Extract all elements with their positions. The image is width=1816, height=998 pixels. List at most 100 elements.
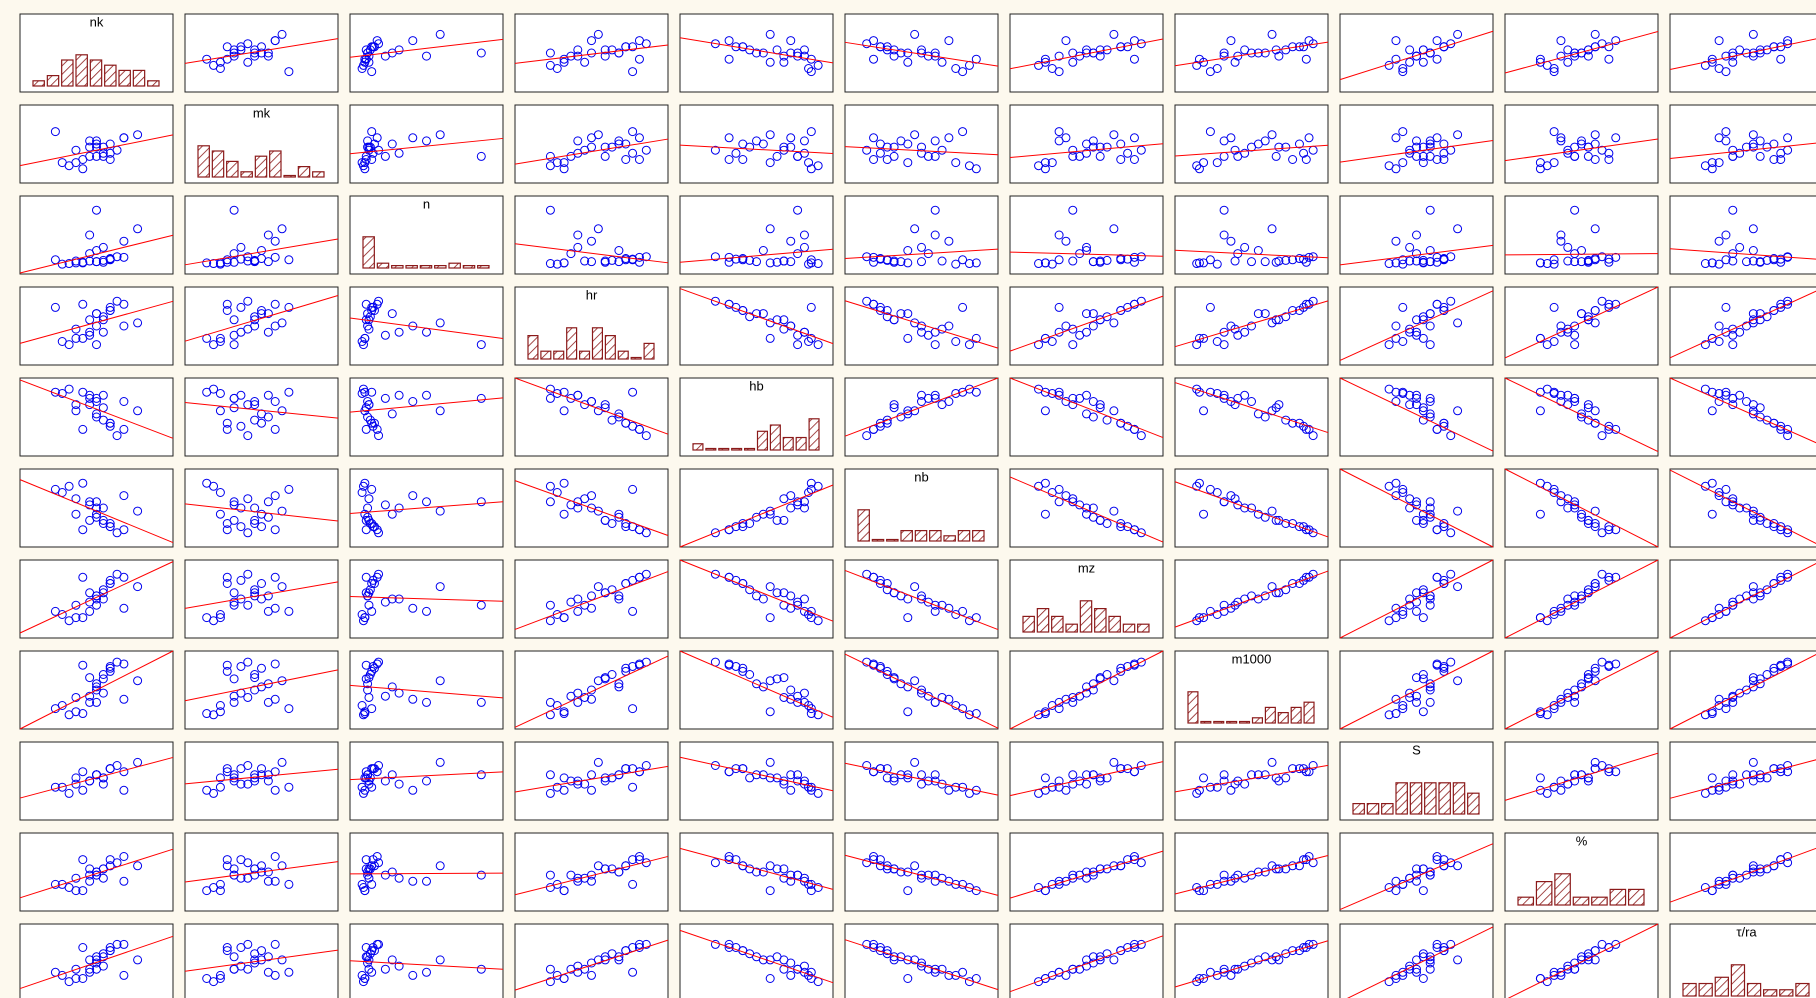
fit-line — [1347, 926, 1494, 998]
point — [971, 387, 981, 397]
point — [250, 515, 260, 525]
point — [1247, 321, 1256, 331]
point — [257, 309, 266, 319]
panel-frame — [514, 377, 669, 457]
point — [930, 205, 940, 215]
panel-frame — [349, 832, 504, 912]
point — [1762, 773, 1772, 783]
point — [270, 424, 280, 434]
point — [1040, 886, 1050, 896]
point — [1391, 258, 1401, 268]
point — [64, 616, 74, 626]
point — [50, 879, 60, 889]
point — [1304, 767, 1314, 777]
point — [263, 309, 273, 319]
panel — [19, 650, 174, 730]
point — [889, 403, 899, 413]
point — [243, 692, 253, 702]
point — [1432, 155, 1442, 164]
panel-frame — [1174, 195, 1329, 275]
point — [1721, 51, 1731, 61]
hist-bar — [1303, 701, 1315, 724]
point — [92, 685, 101, 695]
point — [250, 770, 260, 780]
point — [1728, 697, 1738, 707]
point — [1412, 964, 1421, 974]
point — [1061, 785, 1071, 795]
point — [1535, 709, 1545, 719]
point — [363, 591, 373, 601]
panel — [1009, 286, 1164, 366]
fit-line — [19, 935, 174, 990]
point — [270, 36, 280, 46]
point — [435, 506, 445, 516]
fit-line — [1669, 469, 1816, 545]
point — [1088, 397, 1098, 406]
point — [1109, 224, 1119, 234]
point — [587, 48, 596, 58]
hist-bar — [1730, 964, 1746, 997]
point — [361, 943, 371, 952]
fit-line — [1669, 248, 1816, 260]
point — [634, 133, 644, 143]
point — [361, 952, 371, 962]
point — [215, 879, 225, 889]
point — [1205, 302, 1215, 312]
point — [862, 858, 872, 868]
hist-bar — [104, 64, 117, 87]
point — [85, 967, 95, 977]
point — [614, 136, 624, 146]
point — [1226, 236, 1236, 246]
point — [1412, 136, 1421, 146]
panel — [19, 286, 174, 366]
panel — [184, 923, 339, 998]
point — [380, 330, 390, 340]
point — [284, 967, 294, 977]
point — [1748, 676, 1758, 686]
point — [1412, 497, 1421, 507]
point — [408, 397, 418, 406]
panel — [1669, 104, 1816, 184]
panel-frame — [1174, 923, 1329, 998]
variable-label: hb — [749, 378, 763, 393]
point — [1129, 525, 1139, 535]
point — [1102, 255, 1112, 265]
fit-line — [349, 38, 504, 58]
point — [1742, 503, 1751, 513]
point — [367, 967, 377, 977]
point — [1247, 257, 1256, 267]
panel-frame — [514, 13, 669, 93]
point — [552, 388, 562, 398]
point — [363, 412, 373, 422]
panel: mz — [1009, 559, 1164, 639]
point — [1412, 876, 1421, 886]
hist-bar — [1051, 615, 1064, 633]
point — [593, 130, 603, 140]
point — [1604, 148, 1614, 158]
point — [1762, 255, 1772, 265]
point — [1563, 692, 1573, 702]
point — [552, 158, 562, 168]
point — [1308, 858, 1318, 868]
fit-line — [19, 650, 174, 730]
point — [600, 674, 610, 684]
hist-bar — [914, 529, 928, 542]
point — [1068, 205, 1078, 215]
point — [1432, 939, 1442, 949]
point — [1412, 230, 1421, 240]
point — [1301, 767, 1311, 777]
point — [85, 230, 95, 240]
point — [1721, 390, 1731, 400]
point — [1439, 155, 1449, 164]
point — [1577, 136, 1586, 146]
point — [772, 674, 782, 684]
hist-bar — [1251, 717, 1263, 724]
point — [793, 776, 803, 786]
point — [1549, 302, 1559, 312]
point — [364, 779, 374, 789]
point — [105, 519, 115, 528]
point — [545, 481, 555, 491]
point — [545, 770, 555, 780]
panel-frame — [349, 195, 504, 275]
point — [1570, 330, 1580, 340]
